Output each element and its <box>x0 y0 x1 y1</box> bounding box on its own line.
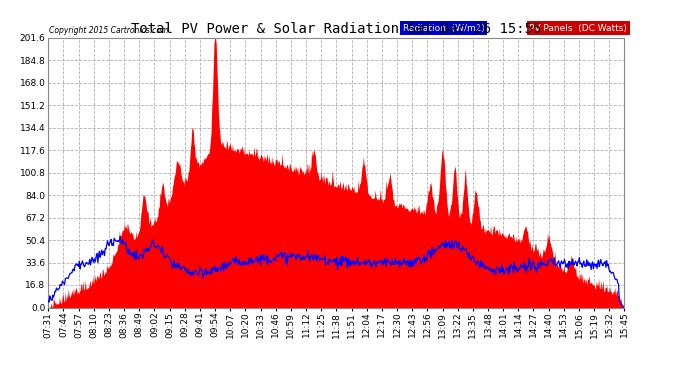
Text: PV Panels  (DC Watts): PV Panels (DC Watts) <box>529 24 627 33</box>
Title: Total PV Power & Solar Radiation Sat Dec 26 15:55: Total PV Power & Solar Radiation Sat Dec… <box>131 22 542 36</box>
Text: Copyright 2015 Cartronics.com: Copyright 2015 Cartronics.com <box>49 26 168 35</box>
Text: Radiation  (W/m2): Radiation (W/m2) <box>403 24 484 33</box>
